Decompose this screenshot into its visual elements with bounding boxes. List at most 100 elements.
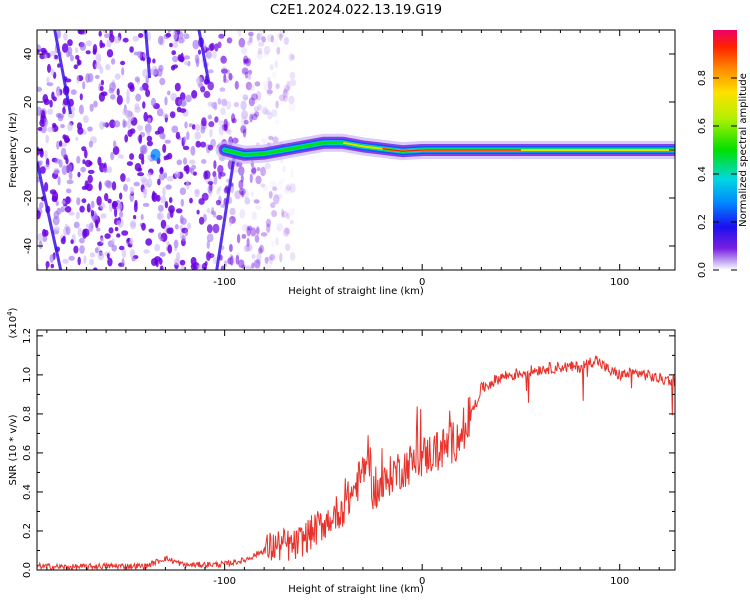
noise-blob bbox=[289, 219, 294, 225]
noise-blob bbox=[86, 203, 91, 213]
noise-blob bbox=[256, 32, 261, 43]
noise-blob bbox=[171, 50, 176, 56]
noise-blob bbox=[160, 195, 167, 204]
noise-blob bbox=[37, 106, 42, 116]
noise-blob bbox=[228, 218, 233, 227]
noise-streak bbox=[53, 30, 73, 115]
noise-blob bbox=[82, 159, 86, 165]
noise-blob bbox=[125, 109, 132, 119]
noise-blob bbox=[266, 89, 273, 95]
noise-blob bbox=[142, 202, 150, 207]
noise-blob bbox=[257, 104, 262, 111]
noise-blob bbox=[247, 40, 251, 46]
colorbar-label: Normalized spectral amplitude bbox=[738, 73, 749, 227]
noise-blob bbox=[238, 37, 246, 48]
noise-blob bbox=[177, 54, 183, 62]
spectrogram-panel: -100 0 100 -40 -20 0 20 40 Height of straight l… bbox=[8, 29, 676, 297]
noise-blob bbox=[121, 230, 129, 236]
noise-blob bbox=[194, 124, 201, 132]
noise-blob bbox=[166, 227, 172, 234]
noise-blob bbox=[289, 78, 297, 87]
noise-blob bbox=[212, 223, 220, 234]
noise-blob bbox=[37, 126, 43, 132]
noise-blob bbox=[201, 117, 207, 127]
snr-content bbox=[37, 355, 675, 570]
noise-blob bbox=[273, 38, 279, 48]
noise-blob bbox=[270, 180, 277, 189]
noise-blob bbox=[174, 171, 181, 178]
noise-blob bbox=[185, 164, 190, 175]
noise-blob bbox=[80, 166, 87, 173]
noise-blob bbox=[168, 197, 173, 203]
noise-blob bbox=[265, 218, 272, 228]
noise-blob bbox=[280, 176, 286, 182]
noise-blob bbox=[100, 79, 104, 86]
noise-blob bbox=[205, 51, 212, 59]
noise-blob bbox=[55, 201, 59, 206]
noise-blob bbox=[62, 258, 69, 264]
noise-blob bbox=[144, 123, 152, 134]
noise-blob bbox=[222, 79, 229, 84]
noise-blob bbox=[174, 224, 179, 230]
y-tick-label: 0.0 bbox=[22, 562, 33, 578]
y-tick-label: 20 bbox=[23, 96, 34, 109]
noise-blob bbox=[163, 172, 168, 179]
noise-blob bbox=[241, 190, 245, 198]
noise-blob bbox=[53, 167, 60, 175]
noise-blob bbox=[141, 222, 146, 231]
noise-blob bbox=[104, 233, 111, 239]
noise-blob bbox=[263, 263, 269, 270]
noise-blob bbox=[179, 214, 184, 224]
noise-blob bbox=[162, 186, 166, 197]
noise-blob bbox=[141, 157, 145, 165]
snr-panel: -100 0 100 0.0 0.2 0.4 0.6 0.8 1.0 1.2 Height of … bbox=[6, 307, 676, 595]
noise-blob bbox=[243, 55, 249, 64]
noise-blob bbox=[169, 111, 176, 119]
noise-blob bbox=[167, 212, 171, 220]
noise-blob bbox=[273, 253, 279, 259]
snr-frame bbox=[36, 329, 676, 571]
noise-blob bbox=[212, 51, 217, 59]
noise-blob bbox=[244, 71, 249, 79]
noise-blob bbox=[179, 108, 187, 113]
noise-blob bbox=[169, 208, 174, 218]
noise-blob bbox=[239, 208, 246, 219]
noise-blob bbox=[164, 96, 168, 106]
noise-blob bbox=[215, 199, 222, 206]
noise-blob bbox=[102, 167, 108, 174]
noise-blob bbox=[78, 30, 85, 35]
noise-blob bbox=[67, 122, 73, 131]
colorbar-ramp bbox=[713, 30, 737, 270]
noise-blob bbox=[267, 112, 273, 120]
noise-blob bbox=[281, 208, 284, 218]
noise-blob bbox=[156, 108, 164, 117]
noise-blob bbox=[277, 193, 283, 199]
noise-blob bbox=[166, 175, 174, 182]
noise-blob bbox=[191, 90, 198, 99]
noise-blob bbox=[234, 80, 239, 90]
noise-blob bbox=[274, 60, 278, 69]
noise-blob bbox=[223, 73, 227, 83]
noise-blob bbox=[187, 222, 192, 230]
noise-blob bbox=[220, 265, 226, 270]
noise-blob bbox=[285, 184, 291, 191]
noise-blob bbox=[157, 178, 161, 186]
noise-blob bbox=[88, 161, 93, 166]
noise-blob bbox=[39, 166, 46, 174]
noise-blob bbox=[255, 90, 262, 101]
noise-blob bbox=[256, 253, 262, 262]
noise-blob bbox=[217, 98, 222, 105]
noise-blob bbox=[151, 65, 159, 76]
noise-blob bbox=[37, 86, 43, 92]
noise-blob bbox=[76, 75, 80, 84]
noise-blob bbox=[271, 210, 278, 218]
noise-blob bbox=[44, 150, 48, 160]
noise-blob bbox=[189, 197, 193, 204]
noise-blob bbox=[111, 181, 117, 191]
noise-blob bbox=[225, 100, 232, 110]
noise-blob bbox=[197, 76, 201, 84]
noise-blob bbox=[288, 102, 296, 112]
noise-blob bbox=[179, 187, 187, 195]
noise-blob bbox=[88, 140, 93, 148]
x-tick-label: 0 bbox=[419, 277, 425, 288]
